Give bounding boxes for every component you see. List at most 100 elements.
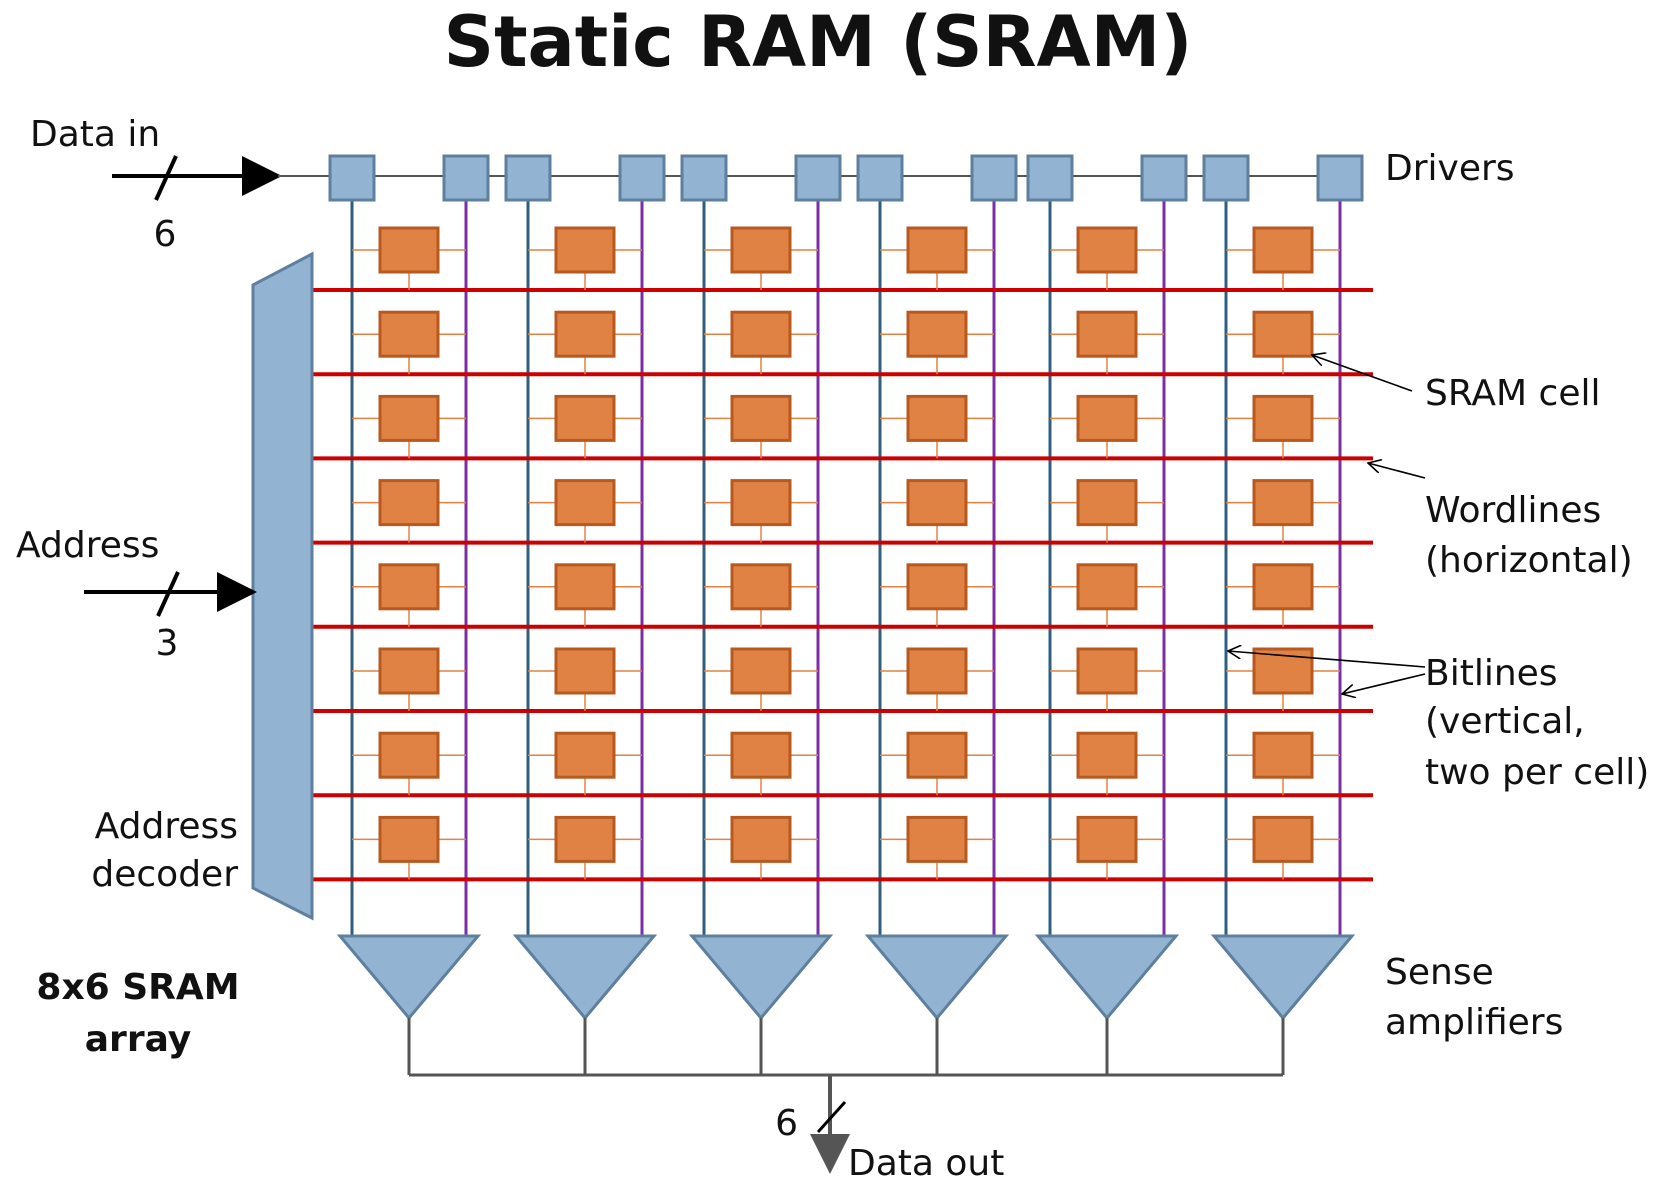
sram-cell-pointer bbox=[1312, 355, 1413, 392]
sram-cell-r5-c5 bbox=[1076, 563, 1138, 611]
sense-amplifiers-group bbox=[336, 934, 1356, 1021]
sram-cell-r2-c4 bbox=[906, 310, 968, 358]
bitlines-label: Bitlines bbox=[1425, 653, 1558, 694]
bitlines-note-line2: two per cell) bbox=[1425, 752, 1649, 793]
sram-cell-r2-c5 bbox=[1076, 310, 1138, 358]
data-out-label: Data out bbox=[848, 1143, 1004, 1184]
sram-cell-r3-c5 bbox=[1076, 394, 1138, 442]
wordlines-group bbox=[312, 288, 1373, 882]
sram-cell-r1-c2 bbox=[554, 226, 616, 274]
sram-cell-r6-c4 bbox=[906, 647, 968, 695]
data-in-width: 6 bbox=[154, 214, 177, 255]
cells-group bbox=[352, 226, 1340, 880]
drivers-group bbox=[328, 154, 1364, 202]
driver-4-blb bbox=[970, 154, 1018, 202]
drivers-label: Drivers bbox=[1385, 148, 1515, 189]
driver-6-blb bbox=[1316, 154, 1364, 202]
address-label: Address bbox=[16, 525, 159, 566]
address-width: 3 bbox=[156, 623, 179, 664]
sram-cell-r5-c1 bbox=[378, 563, 440, 611]
driver-3-blb bbox=[794, 154, 842, 202]
sense-amplifiers-label-line2: amplifiers bbox=[1385, 1002, 1563, 1043]
sram-cell-r8-c4 bbox=[906, 815, 968, 863]
sram-cell-r6-c5 bbox=[1076, 647, 1138, 695]
driver-1-bl bbox=[328, 154, 376, 202]
sense-amplifiers-label-line1: Sense bbox=[1385, 952, 1494, 993]
address-decoder-label-line1: Address bbox=[95, 806, 238, 847]
data-out-width: 6 bbox=[775, 1103, 798, 1144]
bitlines-note-line1: (vertical, bbox=[1425, 701, 1585, 742]
sram-cell-r4-c1 bbox=[378, 479, 440, 527]
sram-cell-r7-c2 bbox=[554, 731, 616, 779]
sense-amplifier-6 bbox=[1210, 934, 1356, 1021]
sense-amplifier-3 bbox=[688, 934, 834, 1021]
sense-amplifier-2 bbox=[512, 934, 658, 1021]
sram-cell-r5-c6 bbox=[1252, 563, 1314, 611]
driver-5-blb bbox=[1140, 154, 1188, 202]
sram-cell-r8-c5 bbox=[1076, 815, 1138, 863]
driver-1-blb bbox=[442, 154, 490, 202]
sram-cell-r7-c1 bbox=[378, 731, 440, 779]
diagram-title: Static RAM (SRAM) bbox=[444, 1, 1193, 83]
sram-cell-r3-c3 bbox=[730, 394, 792, 442]
sram-cell-r4-c2 bbox=[554, 479, 616, 527]
sram-cell-r2-c1 bbox=[378, 310, 440, 358]
data-out-bus-slash bbox=[816, 1100, 847, 1134]
sram-cell-r4-c6 bbox=[1252, 479, 1314, 527]
sense-amplifier-5 bbox=[1034, 934, 1180, 1021]
sram-cell-r7-c4 bbox=[906, 731, 968, 779]
sram-cell-r5-c4 bbox=[906, 563, 968, 611]
sram-cell-r6-c2 bbox=[554, 647, 616, 695]
data-in-bus-slash bbox=[154, 155, 178, 201]
sram-cell-r2-c2 bbox=[554, 310, 616, 358]
sram-cell-r7-c5 bbox=[1076, 731, 1138, 779]
sram-cell-r1-c4 bbox=[906, 226, 968, 274]
sram-cell-r1-c3 bbox=[730, 226, 792, 274]
sram-cell-r8-c6 bbox=[1252, 815, 1314, 863]
sense-amplifier-4 bbox=[864, 934, 1010, 1021]
sram-cell-r5-c3 bbox=[730, 563, 792, 611]
address-bus-slash bbox=[156, 571, 180, 617]
sram-cell-r4-c4 bbox=[906, 479, 968, 527]
driver-5-bl bbox=[1026, 154, 1074, 202]
driver-2-bl bbox=[504, 154, 552, 202]
sram-cell-r3-c2 bbox=[554, 394, 616, 442]
driver-2-blb bbox=[618, 154, 666, 202]
wordlines-pointer bbox=[1368, 463, 1426, 479]
wordlines-note: (horizontal) bbox=[1425, 540, 1633, 581]
sram-cell-r4-c3 bbox=[730, 479, 792, 527]
wordlines-label: Wordlines bbox=[1425, 490, 1601, 531]
sram-cell-label: SRAM cell bbox=[1425, 373, 1600, 414]
address-decoder bbox=[251, 251, 314, 921]
sram-cell-r1-c1 bbox=[378, 226, 440, 274]
sram-cell-r6-c3 bbox=[730, 647, 792, 695]
sram-cell-r3-c4 bbox=[906, 394, 968, 442]
sram-cell-r7-c3 bbox=[730, 731, 792, 779]
sram-cell-r1-c5 bbox=[1076, 226, 1138, 274]
driver-3-bl bbox=[680, 154, 728, 202]
sram-cell-r3-c1 bbox=[378, 394, 440, 442]
data-in-label: Data in bbox=[30, 114, 160, 155]
driver-6-bl bbox=[1202, 154, 1250, 202]
sram-cell-r7-c6 bbox=[1252, 731, 1314, 779]
driver-4-bl bbox=[856, 154, 904, 202]
sram-cell-r5-c2 bbox=[554, 563, 616, 611]
array-name-line2: array bbox=[85, 1019, 191, 1060]
sram-cell-r8-c2 bbox=[554, 815, 616, 863]
bitlines-group bbox=[350, 200, 1342, 936]
sense-amplifier-1 bbox=[336, 934, 482, 1021]
sram-cell-r8-c1 bbox=[378, 815, 440, 863]
bitline-pointer bbox=[1228, 651, 1426, 668]
sram-cell-r6-c1 bbox=[378, 647, 440, 695]
sram-cell-r3-c6 bbox=[1252, 394, 1314, 442]
bitline-bar-pointer bbox=[1342, 673, 1426, 694]
sram-cell-r2-c6 bbox=[1252, 310, 1314, 358]
output-bus bbox=[407, 1018, 1285, 1077]
address-decoder-label-line2: decoder bbox=[91, 854, 238, 895]
sram-cell-r4-c5 bbox=[1076, 479, 1138, 527]
sram-cell-r1-c6 bbox=[1252, 226, 1314, 274]
sram-cell-r8-c3 bbox=[730, 815, 792, 863]
sram-cell-r2-c3 bbox=[730, 310, 792, 358]
array-name-line1: 8x6 SRAM bbox=[36, 967, 239, 1008]
